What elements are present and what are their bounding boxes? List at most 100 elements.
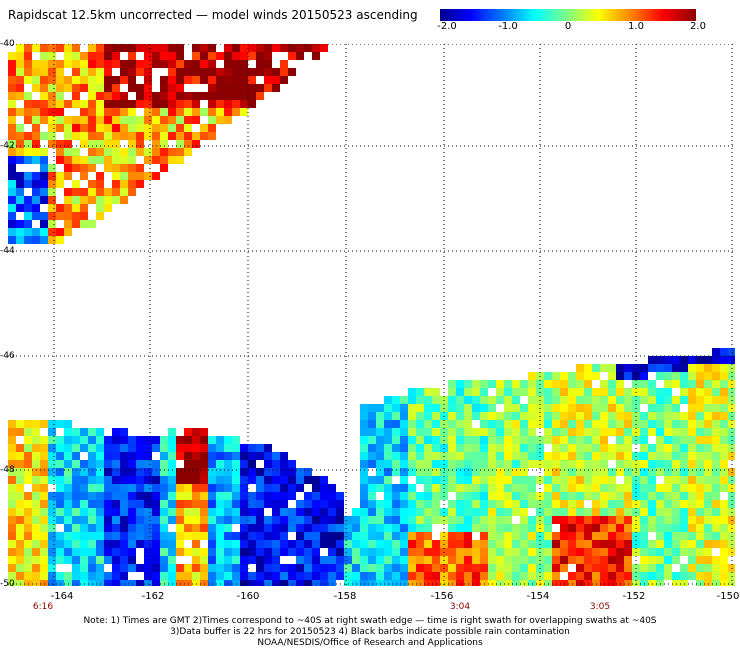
wind-cell: [296, 564, 304, 572]
wind-cell: [400, 524, 408, 532]
wind-cell: [560, 500, 568, 508]
wind-cell: [576, 396, 584, 404]
wind-cell: [24, 236, 32, 244]
wind-cell: [528, 444, 536, 452]
wind-cell: [120, 156, 128, 164]
wind-cell: [200, 436, 208, 444]
wind-cell: [528, 492, 536, 500]
wind-cell: [480, 412, 488, 420]
wind-cell: [8, 52, 16, 60]
wind-cell: [80, 220, 88, 228]
wind-cell: [136, 44, 144, 52]
wind-cell: [584, 532, 592, 540]
wind-cell: [16, 148, 24, 156]
wind-cell: [168, 580, 176, 586]
wind-cell: [112, 180, 120, 188]
wind-cell: [344, 572, 352, 580]
wind-cell: [688, 388, 696, 396]
wind-cell: [64, 452, 72, 460]
wind-cell: [488, 572, 496, 580]
wind-cell: [472, 412, 480, 420]
wind-cell: [120, 508, 128, 516]
wind-cell: [120, 148, 128, 156]
wind-cell: [184, 92, 192, 100]
wind-cell: [664, 460, 672, 468]
wind-cell: [40, 492, 48, 500]
wind-cell: [488, 396, 496, 404]
wind-cell: [528, 388, 536, 396]
wind-cell: [408, 484, 416, 492]
wind-cell: [144, 44, 152, 52]
wind-cell: [520, 436, 528, 444]
wind-cell: [368, 476, 376, 484]
wind-cell: [200, 524, 208, 532]
wind-cell: [136, 140, 144, 148]
wind-cell: [496, 500, 504, 508]
wind-cell: [704, 500, 712, 508]
wind-cell: [720, 428, 728, 436]
wind-cell: [664, 420, 672, 428]
wind-cell: [664, 564, 672, 572]
wind-cell: [16, 188, 24, 196]
wind-cell: [288, 540, 296, 548]
wind-cell: [600, 468, 608, 476]
wind-cell: [648, 572, 656, 580]
wind-cell: [392, 436, 400, 444]
wind-cell: [640, 500, 648, 508]
wind-cell: [208, 124, 216, 132]
wind-cell: [640, 452, 648, 460]
wind-cell: [416, 412, 424, 420]
wind-cell: [304, 516, 312, 524]
wind-cell: [504, 444, 512, 452]
wind-cell: [496, 572, 504, 580]
wind-cell: [264, 492, 272, 500]
wind-cell: [648, 564, 656, 572]
wind-cell: [648, 396, 656, 404]
wind-cell: [664, 372, 672, 380]
wind-cell: [480, 492, 488, 500]
wind-cell: [368, 548, 376, 556]
wind-cell: [256, 444, 264, 452]
wind-cell: [672, 532, 680, 540]
wind-cell: [96, 492, 104, 500]
wind-cell: [544, 372, 552, 380]
wind-cell: [696, 428, 704, 436]
wind-cell: [72, 148, 80, 156]
wind-cell: [200, 428, 208, 436]
wind-cell: [512, 468, 520, 476]
wind-cell: [672, 572, 680, 580]
wind-cell: [448, 548, 456, 556]
wind-cell: [608, 452, 616, 460]
wind-cell: [512, 436, 520, 444]
wind-cell: [696, 396, 704, 404]
wind-cell: [32, 524, 40, 532]
wind-cell: [144, 156, 152, 164]
wind-cell: [592, 396, 600, 404]
wind-cell: [560, 396, 568, 404]
wind-cell: [368, 556, 376, 564]
wind-cell: [368, 572, 376, 580]
wind-cell: [600, 508, 608, 516]
wind-cell: [312, 476, 320, 484]
wind-cell: [616, 372, 624, 380]
wind-cell: [184, 532, 192, 540]
wind-cell: [656, 396, 664, 404]
wind-cell: [608, 412, 616, 420]
wind-cell: [656, 372, 664, 380]
wind-cell: [616, 500, 624, 508]
wind-cell: [576, 492, 584, 500]
wind-cell: [376, 436, 384, 444]
wind-cell: [576, 468, 584, 476]
wind-cell: [256, 548, 264, 556]
wind-cell: [720, 452, 728, 460]
wind-cell: [680, 572, 688, 580]
wind-cell: [56, 204, 64, 212]
wind-cell: [504, 460, 512, 468]
wind-cell: [184, 484, 192, 492]
wind-cell: [648, 428, 656, 436]
wind-cell: [120, 60, 128, 68]
wind-cell: [408, 548, 416, 556]
wind-cell: [224, 524, 232, 532]
wind-cell: [568, 404, 576, 412]
wind-cell: [104, 188, 112, 196]
